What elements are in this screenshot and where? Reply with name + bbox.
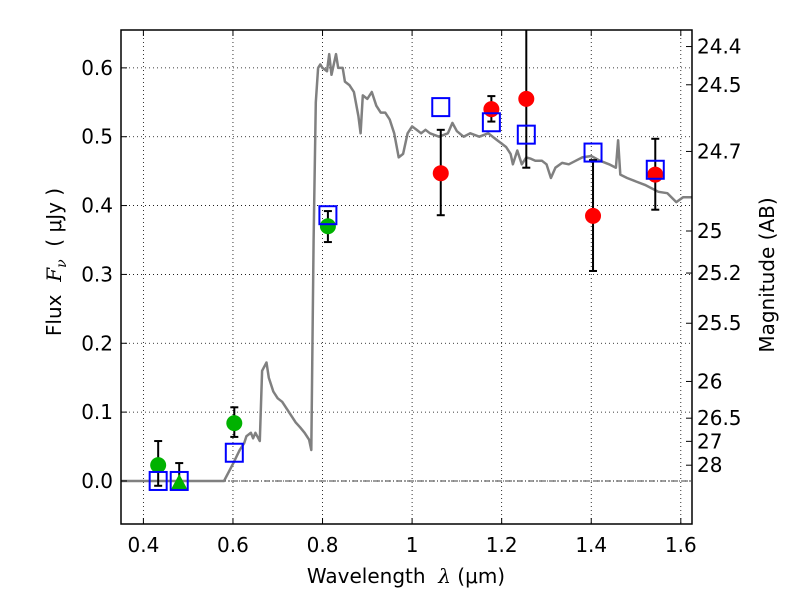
series-model-photometry bbox=[148, 97, 665, 491]
x-axis-label-unit: (μm) bbox=[451, 564, 505, 588]
model-point-square bbox=[645, 159, 665, 180]
data-point-triangle bbox=[171, 474, 188, 490]
y2-tick-label: 24.4 bbox=[697, 35, 742, 59]
y-axis-label: Flux Fν ( μJy ) bbox=[42, 188, 70, 336]
x-axis-label-prefix: Wavelength bbox=[307, 564, 438, 588]
data-point bbox=[319, 218, 336, 235]
x-axis-label: Wavelength λ (μm) bbox=[307, 564, 505, 588]
y-tick-label: 0.3 bbox=[81, 262, 113, 286]
model-point-square bbox=[148, 470, 168, 491]
y2-tick-label: 24.7 bbox=[697, 139, 742, 163]
series-layer bbox=[121, 30, 692, 491]
y2-tick-label: 25.5 bbox=[697, 311, 742, 335]
plot-frame bbox=[120, 29, 693, 525]
x-axis: 0.4 0.6 0.8 1 1.2 1.4 1.6 bbox=[127, 30, 697, 557]
series-observed-upper-limit bbox=[171, 462, 188, 490]
y2-tick-label: 28 bbox=[697, 453, 722, 477]
y2-tick-label: 24.5 bbox=[697, 73, 742, 97]
y-tick-label: 0.0 bbox=[81, 469, 113, 493]
y-axis-label-subscript: ν bbox=[54, 259, 70, 268]
y2-axis-label: Magnitude (AB) bbox=[755, 197, 779, 352]
y-axis-label-unit: ( μJy ) bbox=[42, 188, 66, 260]
x-tick-label: 0.8 bbox=[307, 533, 339, 557]
x-axis-label-symbol: λ bbox=[437, 564, 451, 588]
data-point bbox=[432, 165, 449, 182]
model-point-square bbox=[431, 97, 451, 118]
y2-tick-label: 26 bbox=[697, 369, 722, 393]
model-point-square bbox=[481, 112, 501, 133]
model-point-square bbox=[516, 124, 536, 145]
data-point bbox=[585, 207, 602, 224]
x-tick-label: 1 bbox=[406, 533, 419, 557]
y2-tick-label: 26.5 bbox=[697, 406, 742, 430]
y-axis-label-symbol: F bbox=[42, 267, 66, 283]
y-tick-label: 0.4 bbox=[81, 194, 113, 218]
data-point bbox=[647, 166, 664, 183]
data-point bbox=[226, 415, 243, 432]
data-point bbox=[483, 101, 500, 118]
y2-tick-label: 25 bbox=[697, 219, 722, 243]
x-tick-label: 1.6 bbox=[665, 533, 697, 557]
data-point bbox=[518, 90, 535, 107]
y-tick-label: 0.1 bbox=[81, 400, 113, 424]
model-point-square bbox=[318, 205, 338, 226]
y-tick-label: 0.2 bbox=[81, 331, 113, 355]
series-model-spectrum bbox=[121, 52, 692, 483]
y2-tick-label: 27 bbox=[697, 429, 722, 453]
y-tick-label: 0.6 bbox=[81, 56, 113, 80]
model-point-square bbox=[583, 142, 603, 163]
model-point-square bbox=[169, 470, 189, 491]
x-tick-label: 0.6 bbox=[217, 533, 249, 557]
y-axis-label-prefix: Flux bbox=[42, 282, 66, 336]
x-tick-label: 0.4 bbox=[127, 533, 159, 557]
x-tick-label: 1.2 bbox=[486, 533, 518, 557]
model-point-square bbox=[224, 442, 244, 463]
data-point bbox=[150, 457, 167, 474]
y-axis: 0.0 0.1 0.2 0.3 0.4 0.5 0.6 bbox=[81, 56, 127, 493]
y-tick-label: 0.5 bbox=[81, 125, 113, 149]
x-tick-label: 1.4 bbox=[575, 533, 607, 557]
series-observed-ground bbox=[150, 210, 336, 487]
y2-tick-label: 25.2 bbox=[697, 261, 742, 285]
spectrum-line bbox=[121, 52, 692, 483]
